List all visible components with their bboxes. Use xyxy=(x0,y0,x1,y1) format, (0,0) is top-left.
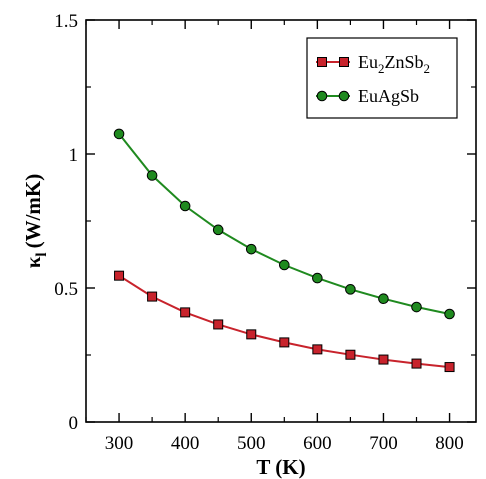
data-point xyxy=(312,272,323,284)
series-line xyxy=(118,274,450,369)
legend-marker xyxy=(316,90,328,102)
data-point xyxy=(444,362,455,373)
axis-ticks: 300 400 500 600 700 800 0 0.5 1 1.5 xyxy=(54,11,476,454)
x-tick-label: 800 xyxy=(435,433,464,454)
x-tick-label: 700 xyxy=(369,433,398,454)
x-tick-label: 500 xyxy=(237,433,266,454)
data-point xyxy=(345,349,356,360)
data-point xyxy=(245,243,257,255)
data-point xyxy=(378,293,389,305)
data-point xyxy=(411,358,422,369)
data-point xyxy=(378,354,389,365)
x-tick-label: 600 xyxy=(303,433,332,454)
legend-label-subscript: 2 xyxy=(424,61,431,76)
x-tick-label: 400 xyxy=(171,433,200,454)
legend-marker xyxy=(338,90,350,102)
legend-label: EuAgSb xyxy=(358,86,419,106)
data-point xyxy=(213,319,224,330)
data-point xyxy=(279,259,290,271)
legend-marker xyxy=(317,57,327,67)
series-line xyxy=(118,133,450,315)
x-tick-label: 300 xyxy=(105,433,134,454)
data-point xyxy=(147,291,158,302)
data-point xyxy=(180,307,191,318)
data-point xyxy=(312,344,323,355)
y-tick-label: 0.5 xyxy=(54,279,78,300)
y-axis-title: κl (W/mK) xyxy=(21,174,50,269)
legend-label-text: EuAgSb xyxy=(358,86,419,106)
series-2 xyxy=(113,128,455,320)
data-point xyxy=(411,301,422,313)
data-point xyxy=(212,224,224,236)
y-axis-title-subscript: l xyxy=(34,252,50,256)
series-layer xyxy=(113,128,455,373)
legend-label-text: ZnSb xyxy=(385,52,424,72)
legend-label-text: Eu xyxy=(358,52,378,72)
y-axis-title-unit: (W/mK) xyxy=(21,174,45,249)
y-tick-label: 1.5 xyxy=(54,11,78,32)
data-point xyxy=(113,128,125,140)
x-axis-title: T (K) xyxy=(256,455,305,479)
y-tick-label: 0 xyxy=(69,413,79,434)
data-point xyxy=(279,337,290,348)
y-tick-label: 1 xyxy=(69,145,79,166)
data-point xyxy=(146,170,158,181)
legend-label: Eu2ZnSb2 xyxy=(358,52,430,76)
data-point xyxy=(444,308,455,320)
series-1 xyxy=(114,270,455,373)
data-point xyxy=(179,200,191,212)
data-point xyxy=(114,270,125,281)
data-point xyxy=(345,284,356,295)
legend-marker xyxy=(339,57,349,67)
legend-label-subscript: 2 xyxy=(378,61,385,76)
data-point xyxy=(246,329,257,340)
y-axis-title-symbol: κ xyxy=(21,256,45,268)
legend-box xyxy=(306,37,458,119)
